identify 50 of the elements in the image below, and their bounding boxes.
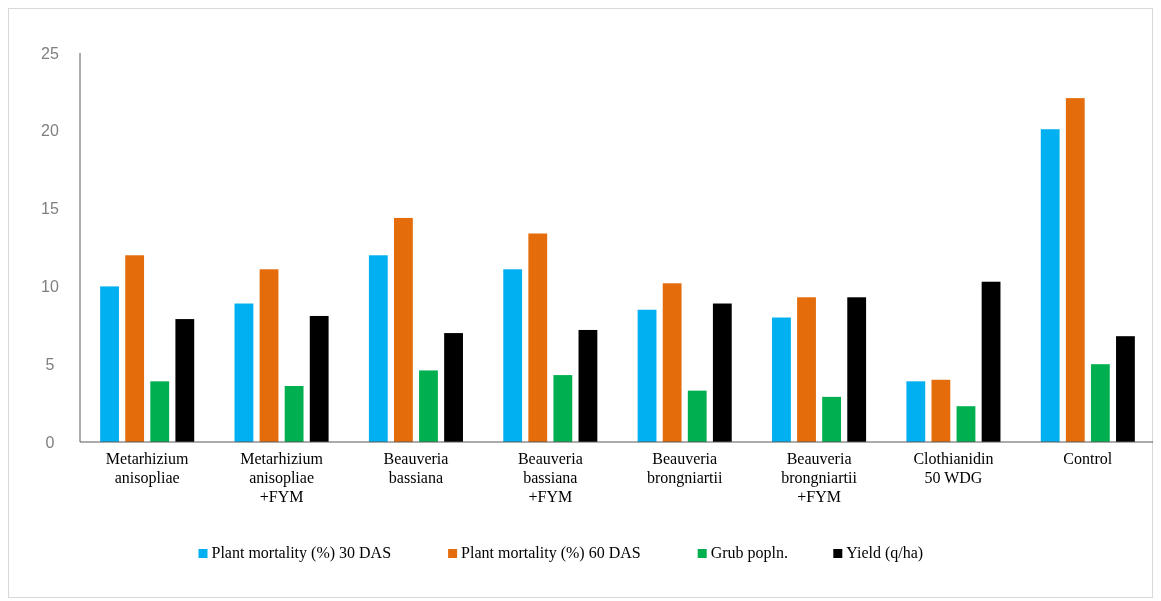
bar (444, 333, 463, 442)
bar (528, 233, 548, 442)
bar (906, 381, 926, 442)
bar (553, 375, 573, 442)
bar (687, 390, 707, 442)
bar (797, 297, 816, 442)
bar (368, 255, 388, 442)
legend-label: Yield (q/ha) (846, 544, 924, 562)
bar (125, 255, 145, 442)
bar (822, 396, 842, 442)
bar (100, 286, 119, 442)
x-tick-label: Metarhizium anisopliae +FYM (240, 450, 324, 505)
x-tick-label: Beauveria bassiana (383, 450, 449, 486)
bar (1116, 336, 1135, 442)
bar (956, 406, 976, 442)
legend-label: Plant mortality (%) 60 DAS (461, 544, 641, 562)
bar (309, 315, 329, 442)
bar (637, 309, 657, 442)
y-tick-label: 5 (45, 355, 55, 373)
bar (981, 281, 1001, 442)
bar (1090, 364, 1110, 442)
y-tick-label: 10 (41, 278, 59, 295)
bar (772, 317, 791, 442)
x-tick-label: Control (1063, 450, 1113, 467)
bar (503, 269, 523, 442)
x-tick-label: Metarhizium anisopliae (105, 450, 190, 487)
bar (393, 217, 413, 442)
x-tick-label: Clothianidin 50 WDG (913, 450, 994, 486)
bar (931, 379, 951, 442)
bar (284, 385, 304, 442)
bar (259, 269, 279, 442)
bar (847, 297, 867, 442)
y-tick-label: 20 (41, 122, 59, 140)
x-tick-label: Beauveria brongniartii (646, 450, 724, 487)
legend-label: Grub popln. (710, 544, 789, 562)
x-tick-label: Beauveria bassiana +FYM (517, 450, 583, 505)
legend-label: Plant mortality (%) 30 DAS (211, 544, 392, 562)
bar (1065, 98, 1085, 442)
bar (175, 319, 195, 442)
bar (150, 381, 170, 442)
bar (234, 303, 254, 442)
x-tick-label: Beauveria brongniartii +FYM (781, 450, 858, 505)
bar (419, 370, 438, 442)
bar (662, 283, 682, 442)
y-tick-label: 15 (41, 200, 59, 218)
bar (1040, 129, 1060, 442)
bar (712, 303, 732, 442)
y-tick-label: 25 (41, 44, 59, 62)
bar (578, 329, 598, 442)
y-tick-label: 0 (45, 433, 55, 451)
